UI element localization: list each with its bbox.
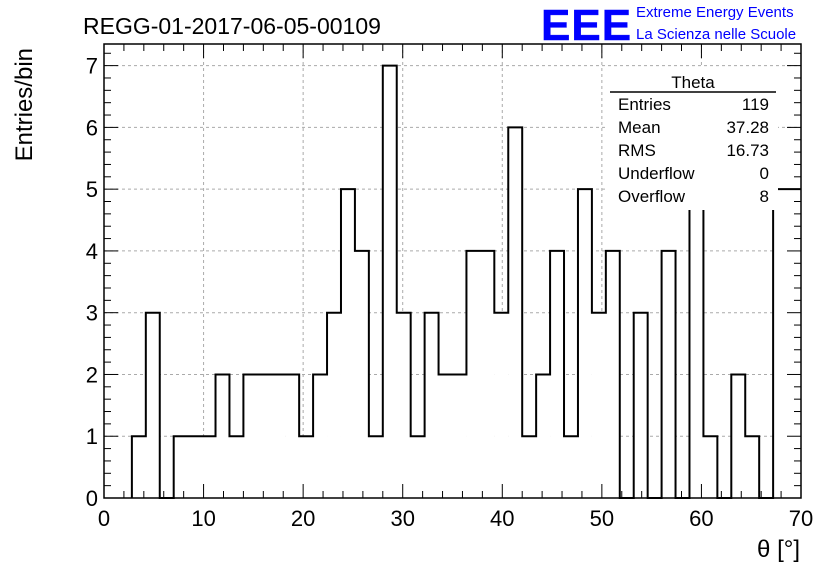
histogram-bin (424, 312, 439, 498)
histogram-bin (173, 436, 188, 498)
histogram-bin (633, 312, 648, 498)
histogram-bin (396, 312, 411, 498)
y-tick-label: 4 (86, 239, 98, 264)
histogram-bin (382, 65, 397, 498)
stats-label-overflow: Overflow (618, 187, 686, 206)
histogram-bin (661, 250, 676, 498)
axis-ticks (103, 44, 802, 499)
y-tick-label: 0 (86, 486, 98, 511)
stats-box: Theta Entries 119 Mean 37.28 RMS 16.73 U… (608, 68, 778, 210)
stats-value-underflow: 0 (760, 164, 769, 183)
histogram-bin (145, 312, 160, 498)
x-tick-label: 40 (490, 506, 514, 531)
y-tick-label: 1 (86, 424, 98, 449)
histogram-bin (313, 374, 328, 498)
x-tick-label: 50 (590, 506, 614, 531)
stats-value-rms: 16.73 (726, 141, 769, 160)
histogram-bin (187, 436, 202, 498)
histogram-bars (131, 65, 801, 498)
histogram-bin (745, 436, 760, 498)
histogram-bin (773, 189, 788, 498)
y-axis-title: Entries/bin (11, 48, 38, 161)
x-axis-title: θ [°] (757, 536, 800, 563)
stats-value-overflow: 8 (760, 187, 769, 206)
histogram-bin (577, 189, 592, 498)
histogram-bin (354, 250, 369, 498)
histogram-bin (703, 436, 718, 498)
x-tick-label: 0 (98, 506, 110, 531)
x-tick-label: 20 (291, 506, 315, 531)
stats-label-underflow: Underflow (618, 164, 695, 183)
histogram-bin (327, 312, 341, 498)
y-tick-label: 7 (86, 54, 98, 79)
histogram-bin (605, 250, 620, 498)
histogram-outline (130, 64, 801, 499)
stats-label-rms: RMS (618, 141, 656, 160)
histogram-bin (271, 374, 286, 498)
histogram-bin (438, 374, 453, 498)
histogram-bin (480, 250, 495, 498)
x-tick-labels: 0 10 20 30 40 50 60 70 (98, 506, 813, 531)
y-tick-label: 5 (86, 177, 98, 202)
stats-value-entries: 119 (742, 95, 769, 114)
histogram-bin (131, 436, 146, 498)
y-tick-label: 6 (86, 115, 98, 140)
y-tick-label: 2 (86, 362, 98, 387)
histogram-bin (787, 189, 801, 498)
histogram-bin (257, 374, 272, 498)
histogram-bin (508, 127, 523, 498)
histogram-bin (550, 250, 565, 498)
histogram-bin (368, 436, 383, 498)
histogram-bin (243, 374, 258, 498)
plot-frame (103, 43, 802, 499)
y-tick-label: 3 (86, 301, 98, 326)
histogram-bin (731, 374, 746, 498)
y-tick-labels: 0 1 2 3 4 5 6 7 (86, 54, 98, 511)
histogram-bin (564, 436, 578, 498)
x-tick-label: 30 (390, 506, 414, 531)
stats-label-mean: Mean (618, 118, 661, 137)
x-tick-label: 10 (191, 506, 215, 531)
x-tick-label: 60 (689, 506, 713, 531)
stats-label-entries: Entries (618, 95, 671, 114)
histogram-bin (494, 312, 509, 498)
run-title: REGG-01-2017-06-05-00109 (83, 13, 381, 39)
histogram-bin (536, 374, 551, 498)
histogram-bin (285, 374, 300, 498)
logo-line-1: Extreme Energy Events (636, 4, 794, 21)
histogram-bin (452, 374, 467, 498)
histogram-bin (340, 189, 355, 498)
x-tick-label: 70 (789, 506, 813, 531)
histogram-bin (201, 436, 216, 498)
eee-logo: EEE (541, 1, 632, 50)
histogram-bin (522, 436, 537, 498)
stats-title: Theta (671, 73, 715, 92)
histogram-bin (466, 250, 481, 498)
stats-value-mean: 37.28 (726, 118, 769, 137)
histogram-bin (229, 436, 244, 498)
histogram-bin (299, 436, 314, 498)
histogram-bin (689, 189, 704, 498)
logo-line-2: La Scienza nelle Scuole (636, 26, 796, 43)
histogram-bin (591, 312, 606, 498)
histogram-bin (410, 436, 425, 498)
histogram-bin (215, 374, 230, 498)
